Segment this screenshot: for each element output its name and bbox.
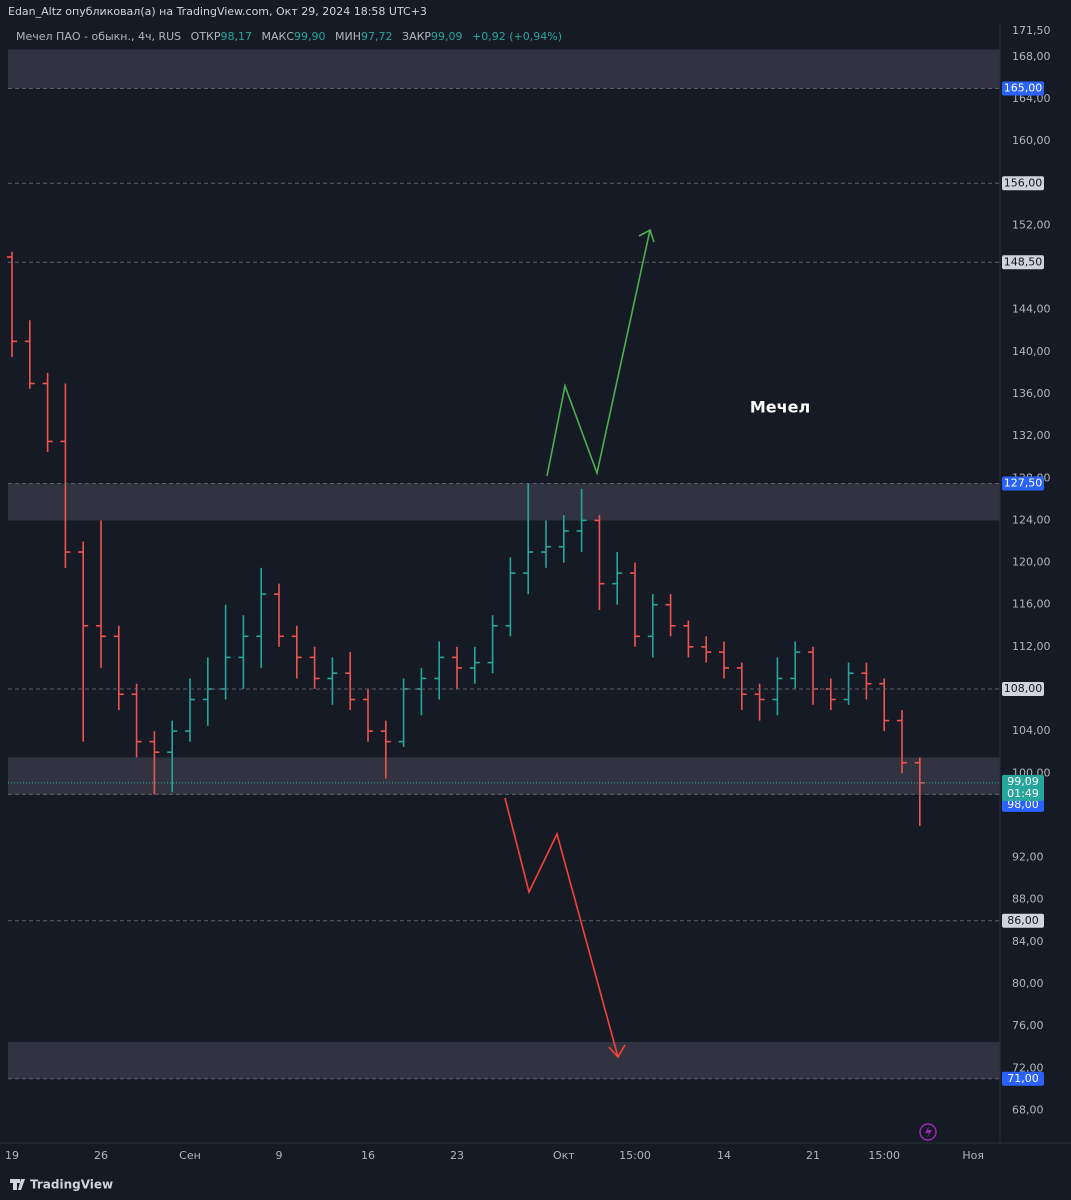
y-tick-label: 152,00 — [1012, 218, 1051, 231]
level-label-box — [1002, 681, 1044, 696]
level-label-box — [1002, 913, 1044, 928]
high-value: 99,90 — [294, 30, 326, 43]
high-label: МАКС — [262, 30, 295, 43]
last-price-box — [1002, 774, 1044, 801]
level-label: 156,00 — [1004, 176, 1043, 189]
level-label: 71,00 — [1007, 1072, 1039, 1085]
x-tick-label: 23 — [450, 1149, 464, 1162]
last-price-label: 99,09 — [1007, 775, 1039, 788]
level-label-box — [1002, 1071, 1044, 1086]
zone — [8, 1041, 1000, 1079]
x-tick-label: 19 — [5, 1149, 19, 1162]
y-tick-label: 92,00 — [1012, 851, 1044, 864]
countdown: 01:49 — [1007, 787, 1039, 800]
x-tick-label: Окт — [553, 1149, 575, 1162]
close-label: ЗАКР — [402, 30, 431, 43]
up-arrow — [546, 229, 651, 477]
chart-title: Мечел — [750, 398, 810, 417]
publisher: Edan_Altz опубликовал(а) на TradingView.… — [8, 5, 427, 18]
x-tick-label: 14 — [717, 1149, 731, 1162]
alert-icon[interactable] — [919, 1123, 937, 1141]
zone — [8, 483, 1000, 521]
y-tick-label: 168,00 — [1012, 50, 1051, 63]
open-label: ОТКР — [191, 30, 221, 43]
logo — [10, 1179, 25, 1190]
open-value: 98,17 — [221, 30, 253, 43]
x-tick-label: 26 — [94, 1149, 108, 1162]
y-tick-label: 112,00 — [1012, 640, 1051, 653]
y-tick-label: 68,00 — [1012, 1103, 1044, 1116]
y-tick-label: 136,00 — [1012, 387, 1051, 400]
symbol: Мечел ПАО - обыкн., 4ч, RUS — [16, 30, 181, 43]
x-tick-label: 15:00 — [868, 1149, 900, 1162]
up-arrow-head — [638, 228, 655, 243]
level-label: 98,00 — [1007, 798, 1039, 811]
level-label: 165,00 — [1004, 81, 1043, 94]
y-tick-label: 160,00 — [1012, 134, 1051, 147]
close-value: 99,09 — [431, 30, 463, 43]
y-tick-label: 171,50 — [1012, 24, 1051, 37]
y-tick-label: 72,00 — [1012, 1061, 1044, 1074]
y-tick-label: 116,00 — [1012, 598, 1051, 611]
y-tick-label: 76,00 — [1012, 1019, 1044, 1032]
y-tick-label: 84,00 — [1012, 935, 1044, 948]
level-label-box — [1002, 797, 1044, 812]
alert-bolt — [925, 1126, 932, 1138]
y-tick-label: 104,00 — [1012, 724, 1051, 737]
y-tick-label: 144,00 — [1012, 303, 1051, 316]
x-tick-label: Ноя — [962, 1149, 984, 1162]
arrows — [504, 228, 655, 1059]
level-label-box — [1002, 176, 1044, 191]
zone — [8, 757, 1000, 795]
x-tick-label: 15:00 — [619, 1149, 651, 1162]
y-tick-label: 140,00 — [1012, 345, 1051, 358]
zone — [8, 49, 1000, 89]
header-line: Мечел ПАО - обыкн., 4ч, RUS ОТКР98,17 МА… — [16, 30, 562, 43]
y-tick-label: 124,00 — [1012, 513, 1051, 526]
brand: TradingView — [30, 1178, 113, 1192]
y-tick-label: 120,00 — [1012, 556, 1051, 569]
low-label: МИН — [335, 30, 361, 43]
change: +0,92 (+0,94%) — [472, 30, 562, 43]
level-label: 148,50 — [1004, 255, 1043, 268]
down-arrow-head — [608, 1044, 626, 1059]
level-label: 108,00 — [1004, 682, 1043, 695]
level-label-box — [1002, 81, 1044, 96]
level-label: 127,50 — [1004, 477, 1043, 490]
x-tick-label: Сен — [179, 1149, 201, 1162]
x-tick-label: 21 — [806, 1149, 820, 1162]
low-value: 97,72 — [361, 30, 393, 43]
level-label-box — [1002, 255, 1044, 270]
level-label: 86,00 — [1007, 914, 1039, 927]
x-tick-label: 16 — [361, 1149, 375, 1162]
level-label-box — [1002, 476, 1044, 491]
down-arrow — [504, 797, 619, 1058]
y-tick-label: 132,00 — [1012, 429, 1051, 442]
x-tick-label: 9 — [276, 1149, 283, 1162]
y-tick-label: 88,00 — [1012, 893, 1044, 906]
y-tick-label: 80,00 — [1012, 977, 1044, 990]
